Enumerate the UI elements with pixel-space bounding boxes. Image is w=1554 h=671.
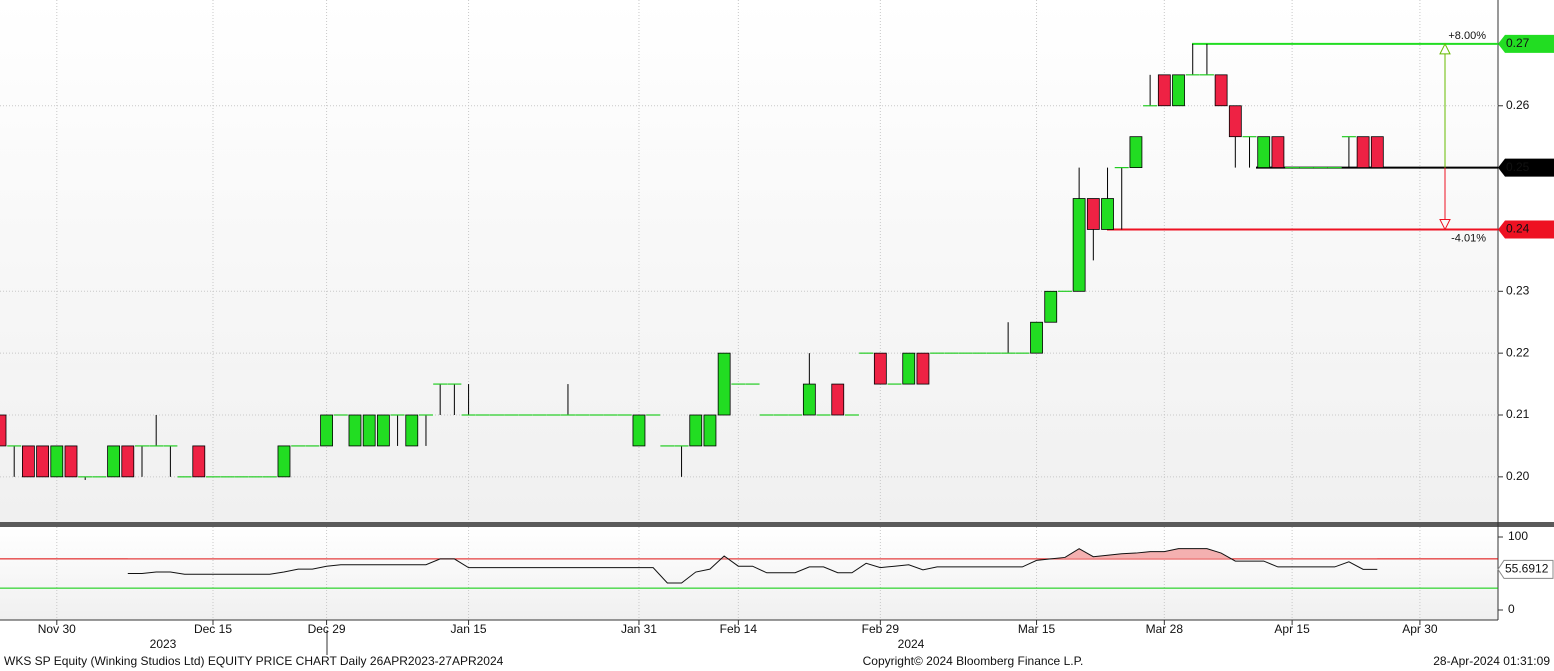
- candle-body: [1257, 136, 1271, 169]
- candle-body: [1086, 198, 1100, 230]
- candle-body: [1044, 290, 1058, 323]
- price-note: -4.01%: [1451, 232, 1486, 244]
- candle-body: [703, 414, 717, 447]
- footer-left: WKS SP Equity (Winking Studios Ltd) EQUI…: [4, 654, 504, 668]
- candle-body: [376, 414, 390, 447]
- candle-body: [1356, 136, 1370, 169]
- candle-body: [107, 445, 120, 478]
- x-tick-label: Mar 15: [1018, 622, 1056, 636]
- y-tick-label: 0.21: [1506, 407, 1530, 421]
- candle-body: [689, 414, 703, 447]
- price-box: [1498, 220, 1554, 239]
- candle-body: [1157, 74, 1171, 107]
- x-tick-label: Apr 15: [1274, 622, 1310, 636]
- indicator-last-box: [1497, 559, 1554, 579]
- candle-body: [1228, 105, 1242, 138]
- x-tick-label: Apr 30: [1402, 622, 1438, 636]
- candle-body: [1072, 198, 1086, 292]
- y-tick-label: 0.20: [1506, 469, 1530, 483]
- candle-body: [717, 352, 731, 416]
- candle-body: [362, 414, 376, 447]
- candle-body: [50, 445, 64, 478]
- indicator-last-label: 55.6912: [1505, 562, 1549, 576]
- x-tick-label: Jan 31: [621, 622, 657, 636]
- candle-body: [1214, 74, 1228, 107]
- x-tick-label: Dec 15: [194, 622, 232, 636]
- price-box-label: 0.24: [1506, 222, 1530, 236]
- x-tick-label: Nov 30: [38, 622, 76, 636]
- x-tick-label: Mar 28: [1146, 622, 1184, 636]
- y-tick-label: 0.26: [1506, 98, 1530, 112]
- candle-body: [1370, 136, 1384, 169]
- candle-body: [1129, 136, 1143, 169]
- year-label: 2023: [150, 637, 177, 651]
- footer-center: Copyright© 2024 Bloomberg Finance L.P.: [863, 654, 1084, 668]
- candle-body: [0, 414, 7, 447]
- x-tick-label: Jan 15: [451, 622, 487, 636]
- candle-body: [831, 383, 845, 416]
- panel-divider: [0, 522, 1554, 527]
- candle-body: [192, 445, 206, 478]
- price-box-label: 0.25: [1506, 160, 1530, 174]
- candle-body: [64, 445, 78, 478]
- price-panel: [0, 0, 1498, 522]
- y-tick-label: 0.23: [1506, 283, 1530, 297]
- candle-body: [1172, 74, 1185, 107]
- indicator-tick-label: 0: [1508, 602, 1515, 616]
- price-box: [1498, 158, 1554, 177]
- candle-body: [21, 445, 35, 478]
- candle-body: [405, 414, 419, 447]
- price-box: [1498, 34, 1554, 53]
- x-tick-label: Feb 29: [862, 622, 900, 636]
- candle-body: [348, 414, 362, 447]
- candle-body: [1101, 198, 1114, 230]
- candle-body: [36, 445, 49, 478]
- x-tick-label: Dec 29: [308, 622, 346, 636]
- candle-body: [632, 414, 646, 447]
- price-note: +8.00%: [1448, 30, 1486, 42]
- indicator-panel: [0, 527, 1498, 620]
- indicator-tick-label: 100: [1508, 529, 1528, 543]
- candle-body: [802, 383, 816, 416]
- candle-body: [320, 414, 333, 447]
- indicator-line: [127, 548, 1378, 584]
- candle-body: [916, 352, 930, 385]
- candle-body: [277, 445, 291, 478]
- footer-right: 28-Apr-2024 01:31:09: [1433, 654, 1550, 668]
- candle-body: [1030, 321, 1043, 354]
- candle-body: [1271, 136, 1285, 169]
- candle-body: [902, 352, 916, 385]
- candle-body: [873, 352, 887, 385]
- range-arrow-head: [1439, 42, 1451, 55]
- price-box-label: 0.27: [1506, 36, 1530, 50]
- candle-body: [121, 445, 135, 478]
- y-tick-label: 0.22: [1506, 345, 1530, 359]
- range-arrow-head: [1439, 218, 1451, 231]
- year-label: 2024: [898, 637, 925, 651]
- x-tick-label: Feb 14: [720, 622, 758, 636]
